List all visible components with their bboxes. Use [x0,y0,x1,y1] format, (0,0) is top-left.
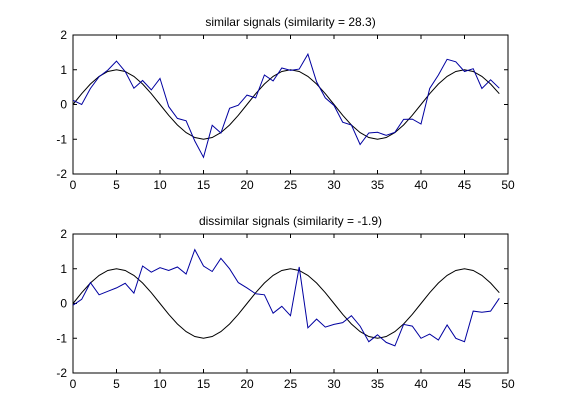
y-tick-label: 1 [60,262,67,276]
x-tick-label: 20 [240,178,254,192]
x-tick-label: 50 [501,377,515,391]
y-tick-label: -2 [56,167,67,181]
y-tick-label: 2 [60,227,67,241]
x-tick-label: 5 [113,377,120,391]
x-tick-label: 30 [327,178,341,192]
axes-frame [72,233,509,374]
x-tick-label: 15 [197,178,211,192]
x-tick-label: 5 [113,178,120,192]
x-tick-label: 25 [284,178,298,192]
y-tick-label: -2 [56,366,67,380]
x-tick-label: 0 [70,377,77,391]
x-tick-label: 35 [371,377,385,391]
chart-title: dissimilar signals (similarity = -1.9) [199,214,382,228]
y-tick-label: -1 [56,331,67,345]
x-tick-label: 45 [458,377,472,391]
axes-frame [72,34,509,175]
x-tick-label: 35 [371,178,385,192]
x-tick-label: 45 [458,178,472,192]
x-tick-label: 10 [153,178,167,192]
chart-title: similar signals (similarity = 28.3) [205,15,375,29]
noisy-signal-line [72,248,500,347]
x-tick-label: 50 [501,178,515,192]
x-tick-label: 40 [414,377,428,391]
x-tick-label: 30 [327,377,341,391]
x-tick-label: 10 [153,377,167,391]
y-tick-label: 0 [60,98,67,112]
reference-sine-line [72,268,500,339]
x-tick-label: 15 [197,377,211,391]
y-tick-label: 2 [60,28,67,42]
y-tick-label: -1 [56,132,67,146]
x-tick-label: 0 [70,178,77,192]
x-tick-label: 20 [240,377,254,391]
similar-signals-subplot: similar signals (similarity = 28.3)0 5 10 1… [56,15,515,192]
y-tick-label: 1 [60,63,67,77]
x-tick-label: 25 [284,377,298,391]
noisy-signal-line [72,52,500,159]
dissimilar-signals-subplot: dissimilar signals (similarity = -1.9) 0 5… [56,214,515,391]
y-tick-label: 0 [60,297,67,311]
x-tick-label: 40 [414,178,428,192]
